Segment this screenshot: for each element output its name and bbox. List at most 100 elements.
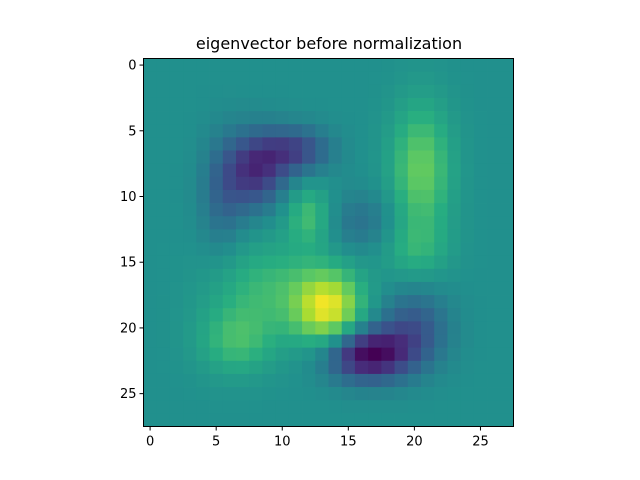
heatmap-cell: [183, 84, 197, 99]
heatmap-cell: [341, 347, 356, 362]
heatmap-cell: [302, 58, 316, 73]
heatmap-cell: [434, 413, 448, 427]
heatmap-cell: [143, 163, 158, 178]
heatmap-cell: [368, 203, 382, 217]
heatmap-cell: [143, 281, 158, 296]
heatmap-cell: [421, 216, 435, 230]
heatmap-cell: [407, 400, 422, 414]
heatmap-cell: [262, 111, 277, 125]
heatmap-cell: [222, 97, 237, 112]
heatmap-cell: [460, 203, 475, 217]
heatmap-cell: [447, 295, 462, 309]
heatmap-cell: [169, 71, 184, 86]
heatmap-cell: [487, 229, 501, 243]
heatmap-cell: [222, 150, 237, 165]
heatmap-cell: [302, 111, 316, 125]
heatmap-cell: [447, 255, 462, 270]
heatmap-cell: [288, 216, 303, 230]
heatmap-cell: [143, 387, 158, 401]
heatmap-cell: [500, 229, 514, 243]
heatmap-cell: [407, 58, 422, 73]
heatmap-cell: [434, 281, 448, 296]
heatmap-cell: [341, 400, 356, 414]
heatmap-cell: [368, 84, 382, 99]
heatmap-cell: [143, 413, 158, 427]
heatmap-cell: [315, 229, 329, 243]
heatmap-cell: [275, 400, 290, 414]
heatmap-cell: [487, 255, 501, 270]
heatmap-cell: [487, 163, 501, 178]
heatmap-cell: [156, 373, 171, 388]
y-tick-label: 20: [120, 321, 137, 336]
heatmap-cell: [209, 308, 224, 322]
heatmap-cell: [381, 229, 395, 243]
heatmap-cell: [249, 295, 263, 309]
heatmap-cell: [394, 163, 409, 178]
heatmap-cell: [407, 176, 422, 191]
heatmap-cell: [209, 413, 224, 427]
heatmap-cell: [407, 360, 422, 375]
heatmap-cell: [394, 281, 409, 296]
heatmap-cell: [196, 97, 210, 112]
heatmap-cell: [421, 124, 435, 138]
heatmap-cell: [236, 308, 250, 322]
heatmap-cell: [473, 137, 488, 151]
heatmap-cell: [434, 111, 448, 125]
heatmap-cell: [328, 203, 343, 217]
heatmap-cell: [328, 150, 343, 165]
heatmap-cell: [222, 308, 237, 322]
heatmap-cell: [169, 163, 184, 178]
heatmap-cell: [434, 242, 448, 257]
heatmap-cell: [341, 387, 356, 401]
heatmap-cell: [315, 308, 329, 322]
heatmap-cell: [447, 58, 462, 73]
heatmap-cell: [183, 111, 197, 125]
heatmap-cell: [236, 216, 250, 230]
heatmap-cell: [288, 413, 303, 427]
heatmap-cell: [407, 71, 422, 86]
heatmap-cell: [473, 150, 488, 165]
heatmap-cell: [156, 360, 171, 375]
heatmap-cell: [421, 255, 435, 270]
heatmap-cell: [473, 163, 488, 178]
heatmap-cell: [209, 176, 224, 191]
heatmap-cell: [209, 268, 224, 283]
heatmap-cell: [381, 255, 395, 270]
heatmap-cell: [421, 308, 435, 322]
heatmap-cell: [500, 281, 514, 296]
heatmap-cell: [447, 229, 462, 243]
heatmap-cell: [368, 71, 382, 86]
heatmap-cell: [473, 242, 488, 257]
heatmap-cell: [487, 189, 501, 204]
heatmap-cell: [341, 150, 356, 165]
heatmap-cell: [368, 189, 382, 204]
heatmap-cell: [341, 124, 356, 138]
heatmap-cell: [156, 84, 171, 99]
y-tick-label: 10: [120, 190, 137, 205]
heatmap-cell: [421, 58, 435, 73]
heatmap-cell: [460, 373, 475, 388]
heatmap-cell: [249, 176, 263, 191]
heatmap-cell: [288, 334, 303, 349]
heatmap-cell: [460, 347, 475, 362]
heatmap-cell: [368, 321, 382, 335]
heatmap-cell: [196, 84, 210, 99]
heatmap-cell: [209, 124, 224, 138]
heatmap-cell: [421, 413, 435, 427]
heatmap-cell: [222, 295, 237, 309]
heatmap-cell: [302, 387, 316, 401]
heatmap-cell: [275, 334, 290, 349]
heatmap-cell: [249, 203, 263, 217]
heatmap-cell: [460, 189, 475, 204]
heatmap-cell: [302, 189, 316, 204]
heatmap-cell: [473, 203, 488, 217]
heatmap-cell: [169, 189, 184, 204]
heatmap-cell: [421, 268, 435, 283]
heatmap-cell: [447, 373, 462, 388]
heatmap-cell: [236, 97, 250, 112]
heatmap-cell: [275, 413, 290, 427]
heatmap-cell: [275, 58, 290, 73]
heatmap-cell: [236, 295, 250, 309]
heatmap-cell: [249, 360, 263, 375]
heatmap-cell: [315, 281, 329, 296]
